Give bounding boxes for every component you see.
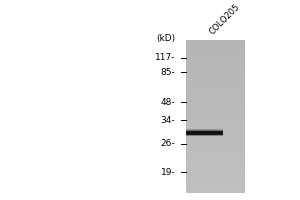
Bar [186,46,245,47]
Bar [186,132,245,134]
Bar [186,92,245,94]
Bar [186,167,245,169]
Text: 19-: 19- [160,168,175,177]
Bar [186,80,245,82]
Bar [186,59,245,61]
Bar [186,124,245,126]
Bar [186,86,245,88]
Bar [186,90,245,92]
Bar [186,74,245,76]
Bar [186,128,245,130]
Bar [186,67,245,69]
Bar [186,44,245,46]
Text: 117-: 117- [155,53,175,62]
Bar [186,184,245,186]
Bar [186,105,245,107]
Bar [186,155,245,157]
Bar [186,147,245,149]
Bar [186,136,245,138]
Bar [186,99,245,101]
Bar [186,186,245,188]
Bar [186,71,245,72]
Bar [186,109,245,111]
Bar [186,145,245,147]
Bar [186,113,245,115]
Bar [186,40,245,42]
Bar [186,169,245,170]
Bar [186,111,245,113]
Bar [186,188,245,190]
Bar [186,57,245,59]
Bar [186,119,245,120]
Bar [186,61,245,63]
Bar [186,101,245,103]
Text: 26-: 26- [160,139,175,148]
Bar [186,47,245,49]
Bar [186,176,245,178]
Bar [186,174,245,176]
Bar [186,120,245,122]
Bar [186,117,245,119]
Text: COLO205: COLO205 [208,2,242,36]
Bar [186,159,245,161]
Bar [186,161,245,163]
Bar [186,107,245,109]
Bar [186,55,245,57]
Bar [186,163,245,165]
Bar [186,49,245,51]
Bar [186,149,245,151]
Bar [186,82,245,84]
Bar [186,95,245,97]
Bar [186,72,245,74]
Bar [186,42,245,44]
Bar [186,103,245,105]
Bar [186,190,245,192]
Bar [186,65,245,67]
Bar [186,130,245,132]
Bar [186,151,245,153]
Bar [186,53,245,55]
Bar [186,51,245,53]
Bar [186,178,245,180]
Bar [186,153,245,155]
Bar [186,97,245,99]
Bar [186,122,245,124]
Bar [186,172,245,174]
Bar [186,115,245,117]
Bar [186,131,223,135]
Bar [186,134,245,136]
Bar [186,88,245,90]
Bar [186,180,245,182]
Bar [186,157,245,159]
Bar [186,165,245,167]
Text: (kD): (kD) [156,34,175,43]
Bar [186,76,245,78]
Bar [186,170,245,172]
Text: 48-: 48- [160,98,175,107]
Bar [186,94,245,95]
Bar [186,78,245,80]
Text: 85-: 85- [160,68,175,77]
Bar [186,140,245,142]
Bar [186,69,245,71]
Bar [186,182,245,184]
Bar [186,144,245,145]
Bar [186,192,245,193]
Bar [186,142,245,144]
Bar [186,138,245,140]
Bar [186,63,245,65]
Bar [186,126,245,128]
Bar [186,84,245,86]
Text: 34-: 34- [160,116,175,125]
